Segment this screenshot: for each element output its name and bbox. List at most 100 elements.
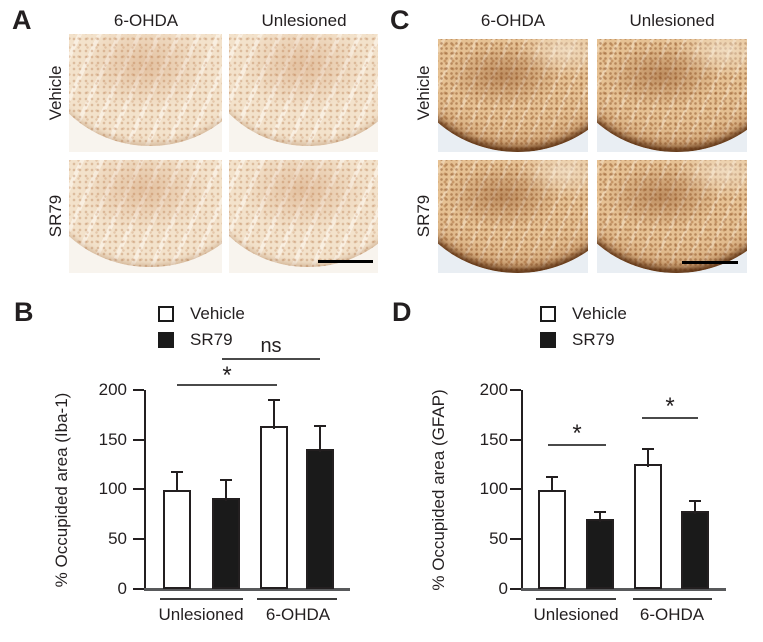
y-tick-b-150 [133,439,144,441]
y-tick-b-100 [133,488,144,490]
legend-label-sr79-d: SR79 [572,330,615,349]
error-bar-cap-b-sr79-6-ohda [314,424,326,427]
tissue-section [597,160,747,273]
error-bar-cap-d-sr79-6-ohda [689,500,701,503]
tissue-section [438,160,588,273]
y-tick-label: 200 [98,380,127,399]
panel-c-row-header-sr79: SR79 [414,194,433,238]
y-tick-label: 100 [479,479,508,498]
y-tick-label: 150 [479,430,508,449]
micrograph-a-vehicle-unlesioned [229,34,378,152]
panel-a-col-header-6ohda: 6-OHDA [113,11,179,30]
legend-swatch-vehicle-d [540,306,556,322]
y-tick-d-50 [510,538,521,540]
y-tick-label: 50 [108,529,127,548]
panel-d-label: D [392,297,412,327]
legend-label-sr79-b: SR79 [190,330,233,349]
bar-d-vehicle-unlesioned [538,489,566,589]
bar-b-vehicle-6-ohda [260,425,288,589]
error-bar-cap-d-sr79-unlesioned [594,511,606,514]
y-tick-b-200 [133,389,144,391]
error-bar-cap-b-vehicle-6-ohda [268,398,280,401]
y-tick-b-50 [133,538,144,540]
bar-d-sr79-unlesioned [586,519,614,589]
panel-b-label: B [14,297,34,327]
bar-d-sr79-6-ohda [681,511,709,589]
y-tick-d-200 [510,389,521,391]
legend-label-vehicle-b: Vehicle [190,304,245,323]
error-bar-stem-d-sr79-unlesioned [599,512,601,523]
legend-label-vehicle-d: Vehicle [572,304,627,323]
tissue-section [597,39,747,152]
x-axis-d [521,588,726,591]
panel-c-col-header-6ohda: 6-OHDA [480,11,546,30]
panel-a-row-header-vehicle: Vehicle [46,65,65,121]
micrograph-c-sr79-6ohda [438,160,588,273]
error-bar-stem-d-vehicle-unlesioned [551,476,553,493]
sig-line-d-6ohda [642,417,698,419]
error-bar-stem-d-vehicle-6-ohda [647,448,649,467]
sig-label-star-d-unlesioned: * [572,420,582,447]
y-tick-label: 0 [117,579,127,598]
x-cat-label-d-unlesioned: Unlesioned [533,605,619,624]
error-bar-cap-b-sr79-unlesioned [220,478,232,481]
bar-b-sr79-6-ohda [306,448,334,589]
y-tick-label: 100 [98,479,127,498]
error-bar-cap-b-vehicle-unlesioned [171,470,183,473]
y-axis-title-b: % Occupided area (Iba-1) [52,392,71,588]
error-bar-stem-d-sr79-6-ohda [694,501,696,515]
micrograph-a-sr79-unlesioned [229,160,378,273]
error-bar-stem-b-sr79-unlesioned [225,479,227,502]
y-axis-b [144,390,146,589]
tissue-section [438,39,588,152]
legend-swatch-sr79-d [540,332,556,348]
x-cat-label-b-6ohda: 6-OHDA [265,605,331,624]
group-line-d-6ohda [633,598,712,600]
y-tick-d-0 [510,588,521,590]
sig-line-d-unlesioned [548,444,606,446]
bar-d-vehicle-6-ohda [634,463,662,589]
panel-c-col-header-unlesioned: Unlesioned [629,11,715,30]
panel-a-col-header-unlesioned: Unlesioned [261,11,347,30]
scale-bar-c [682,261,738,264]
sig-line-star-b [177,384,277,386]
panel-a-label: A [12,5,32,35]
x-axis-b [144,588,350,591]
panel-a-row-header-sr79: SR79 [46,194,65,238]
tissue-section [69,34,222,147]
group-line-d-unlesioned [536,598,616,600]
error-bar-stem-b-sr79-6-ohda [319,425,321,452]
micrograph-a-sr79-6ohda [69,160,222,273]
bar-b-sr79-unlesioned [212,498,240,589]
group-line-b-6ohda [257,598,337,600]
group-line-b-unlesioned [160,598,243,600]
y-tick-label: 50 [489,529,508,548]
micrograph-a-vehicle-6ohda [69,34,222,152]
sig-label-star-b: * [222,362,232,389]
y-axis-d [521,390,523,589]
y-tick-d-100 [510,488,521,490]
y-tick-label: 0 [498,579,508,598]
sig-label-star-d-6ohda: * [665,393,675,420]
y-tick-label: 200 [479,380,508,399]
x-cat-label-b-unlesioned: Unlesioned [158,605,244,624]
error-bar-stem-b-vehicle-unlesioned [176,471,178,493]
scale-bar-a [318,260,373,263]
micrograph-c-vehicle-unlesioned [597,39,747,152]
tissue-section [69,160,222,268]
error-bar-cap-d-vehicle-unlesioned [546,475,558,478]
error-bar-stem-b-vehicle-6-ohda [273,399,275,429]
bar-b-vehicle-unlesioned [163,489,191,589]
panel-c-row-header-vehicle: Vehicle [414,65,433,121]
micrograph-c-sr79-unlesioned [597,160,747,273]
legend-swatch-vehicle-b [158,306,174,322]
legend-swatch-sr79-b [158,332,174,348]
y-tick-b-0 [133,588,144,590]
y-axis-title-d: % Occupided area (GFAP) [429,389,448,591]
error-bar-cap-d-vehicle-6-ohda [642,447,654,450]
tissue-section [229,34,378,147]
y-tick-label: 150 [98,430,127,449]
micrograph-c-vehicle-6ohda [438,39,588,152]
x-cat-label-d-6ohda: 6-OHDA [639,605,705,624]
